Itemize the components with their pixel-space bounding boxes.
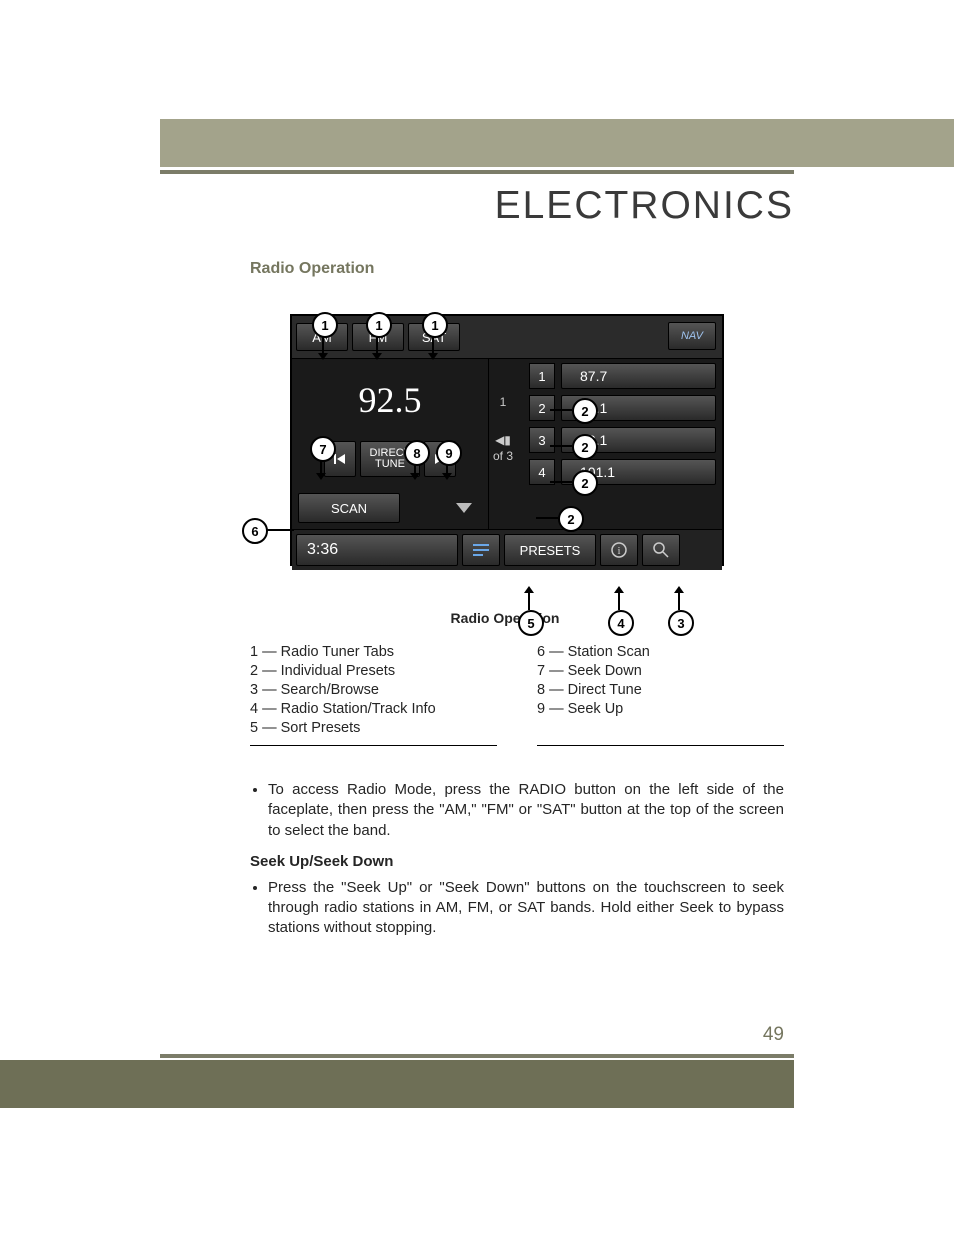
callout-1a-leader: [322, 336, 324, 354]
svg-text:i: i: [617, 545, 620, 557]
callout-2c: 2: [572, 470, 598, 496]
band-tabs-row: AM FM SAT NAV: [292, 316, 722, 359]
section-title: Radio Operation: [250, 260, 784, 278]
callout-4-leader: [618, 592, 620, 610]
list-icon-button[interactable]: [462, 534, 500, 566]
footer-color-band: [0, 1060, 794, 1108]
radio-screenshot: AM FM SAT NAV 92.5: [290, 314, 724, 566]
callout-6-leader: [266, 529, 294, 531]
legend-item: 9 — Seek Up: [537, 701, 784, 717]
radio-mid-row: 92.5 DIRECT TUNE: [292, 359, 722, 529]
callout-1b-leader: [376, 336, 378, 354]
callout-1c-leader: [432, 336, 434, 354]
info-icon: i: [610, 541, 628, 559]
direct-tune-label-bottom: TUNE: [375, 459, 405, 470]
presets-button[interactable]: PRESETS: [504, 534, 596, 566]
clock-button[interactable]: 3:36: [296, 534, 458, 566]
callout-2d-leader: [536, 517, 558, 519]
callout-2c-leader: [550, 481, 572, 483]
info-button[interactable]: i: [600, 534, 638, 566]
legend-col-left: 1 — Radio Tuner Tabs 2 — Individual Pres…: [250, 644, 497, 746]
callout-1c: 1: [422, 312, 448, 338]
nav-label: NAV: [681, 330, 703, 342]
callout-3: 3: [668, 610, 694, 636]
header-color-band: [160, 119, 954, 167]
preset-row-1: 1 87.7: [529, 363, 716, 389]
preset-button-1[interactable]: 87.7: [561, 363, 716, 389]
legend: 1 — Radio Tuner Tabs 2 — Individual Pres…: [250, 644, 784, 746]
current-frequency: 92.5: [292, 359, 488, 421]
page: ELECTRONICS Radio Operation 1 1 1 6 7 8 …: [0, 0, 954, 1235]
callout-1a: 1: [312, 312, 338, 338]
header-rule: [160, 170, 794, 174]
callout-4: 4: [608, 610, 634, 636]
scan-row: SCAN: [298, 493, 482, 523]
search-button[interactable]: [642, 534, 680, 566]
pager-total: 3: [506, 449, 513, 463]
page-number: 49: [763, 1024, 784, 1046]
callout-2a-leader: [550, 409, 572, 411]
magnifier-icon: [652, 541, 670, 559]
body-bullet: To access Radio Mode, press the RADIO bu…: [268, 780, 784, 841]
callout-7-leader: [320, 460, 322, 474]
seek-prev-icon: [333, 452, 347, 466]
callout-5-leader: [528, 592, 530, 610]
callout-5: 5: [518, 610, 544, 636]
callout-6: 6: [242, 518, 268, 544]
radio-bottom-row: 3:36 PRESETS i: [292, 529, 722, 570]
legend-item: 5 — Sort Presets: [250, 720, 497, 736]
subheading: Seek Up/Seek Down: [250, 853, 784, 870]
preset-slot-1[interactable]: 1: [529, 363, 555, 389]
legend-item: 6 — Station Scan: [537, 644, 784, 660]
pager-of: of: [493, 449, 503, 463]
callout-9: 9: [436, 440, 462, 466]
content-area: Radio Operation 1 1 1 6 7 8 9 2 2 2: [250, 260, 784, 945]
legend-col-right: 6 — Station Scan 7 — Seek Down 8 — Direc…: [537, 644, 784, 746]
body-text: To access Radio Mode, press the RADIO bu…: [250, 780, 784, 939]
preset-slot-3[interactable]: 3: [529, 427, 555, 453]
legend-item: 2 — Individual Presets: [250, 663, 497, 679]
preset-pager: 1 ◀▮ of 3: [483, 395, 523, 463]
preset-slot-2[interactable]: 2: [529, 395, 555, 421]
page-title: ELECTRONICS: [495, 184, 794, 228]
pager-index: 1: [483, 395, 523, 409]
radio-right-col: 1 ◀▮ of 3 1 87.7 2 88.1: [489, 359, 722, 529]
chevron-down-icon[interactable]: [456, 503, 472, 513]
preset-row-3: 3 98.1: [529, 427, 716, 453]
callout-7: 7: [310, 436, 336, 462]
legend-item: 7 — Seek Down: [537, 663, 784, 679]
callout-2b-leader: [550, 445, 572, 447]
legend-item: 3 — Search/Browse: [250, 682, 497, 698]
legend-item: 8 — Direct Tune: [537, 682, 784, 698]
callout-2d: 2: [558, 506, 584, 532]
scan-button[interactable]: SCAN: [298, 493, 400, 523]
list-icon: [473, 543, 489, 557]
callout-2b: 2: [572, 434, 598, 460]
footer-rule: [160, 1054, 794, 1058]
callout-2a: 2: [572, 398, 598, 424]
callout-1b: 1: [366, 312, 392, 338]
callout-8: 8: [404, 440, 430, 466]
preset-row-2: 2 88.1: [529, 395, 716, 421]
radio-diagram: 1 1 1 6 7 8 9 2 2 2 2 5: [270, 314, 740, 626]
nav-button[interactable]: NAV: [668, 322, 716, 350]
legend-item: 4 — Radio Station/Track Info: [250, 701, 497, 717]
legend-item: 1 — Radio Tuner Tabs: [250, 644, 497, 660]
callout-3-leader: [678, 592, 680, 610]
body-bullet: Press the "Seek Up" or "Seek Down" butto…: [268, 878, 784, 939]
